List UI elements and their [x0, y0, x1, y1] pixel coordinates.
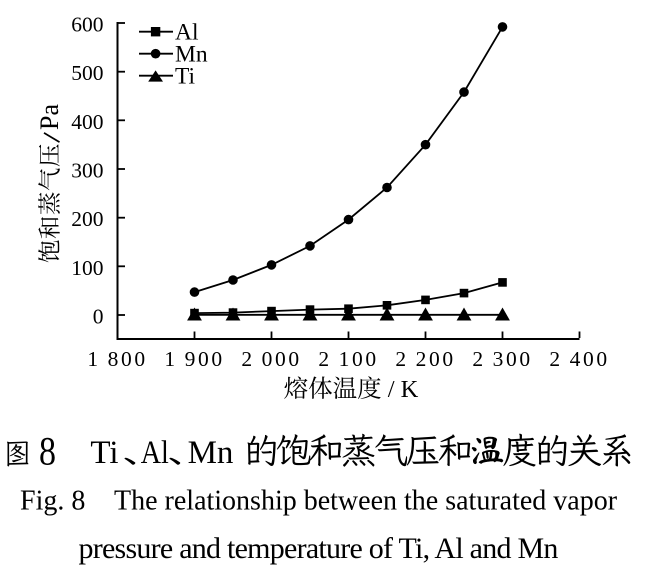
svg-text:400: 400: [71, 110, 103, 134]
svg-text:1 800: 1 800: [87, 347, 147, 371]
svg-text:200: 200: [71, 207, 103, 231]
svg-text:0: 0: [93, 305, 104, 329]
svg-text:Al: Al: [141, 434, 169, 471]
svg-text:1 900: 1 900: [164, 347, 224, 371]
svg-text:Fig. 8: Fig. 8: [20, 485, 85, 516]
svg-text:Mn: Mn: [188, 435, 234, 471]
svg-text:Ti: Ti: [90, 435, 118, 471]
svg-text:2 300: 2 300: [472, 347, 532, 371]
svg-text:500: 500: [71, 61, 103, 85]
svg-text:2 400: 2 400: [549, 347, 609, 371]
svg-text:Mn: Mn: [175, 41, 208, 67]
svg-text:Ti: Ti: [175, 63, 196, 89]
svg-text:8: 8: [39, 430, 56, 474]
svg-text:/ K: / K: [382, 376, 419, 403]
svg-text:100: 100: [71, 256, 103, 280]
svg-text:pressure and temperature of Ti: pressure and temperature of Ti, Al and M…: [79, 532, 559, 565]
svg-text:Pa: Pa: [35, 104, 64, 130]
svg-text:Al: Al: [175, 19, 199, 45]
svg-text:2 000: 2 000: [241, 347, 301, 371]
svg-text:600: 600: [71, 13, 103, 37]
svg-text:300: 300: [71, 159, 103, 183]
svg-text:The relationship between the s: The relationship between the saturated v…: [114, 485, 618, 516]
svg-text:2 200: 2 200: [395, 347, 455, 371]
svg-text:2 100: 2 100: [318, 347, 378, 371]
